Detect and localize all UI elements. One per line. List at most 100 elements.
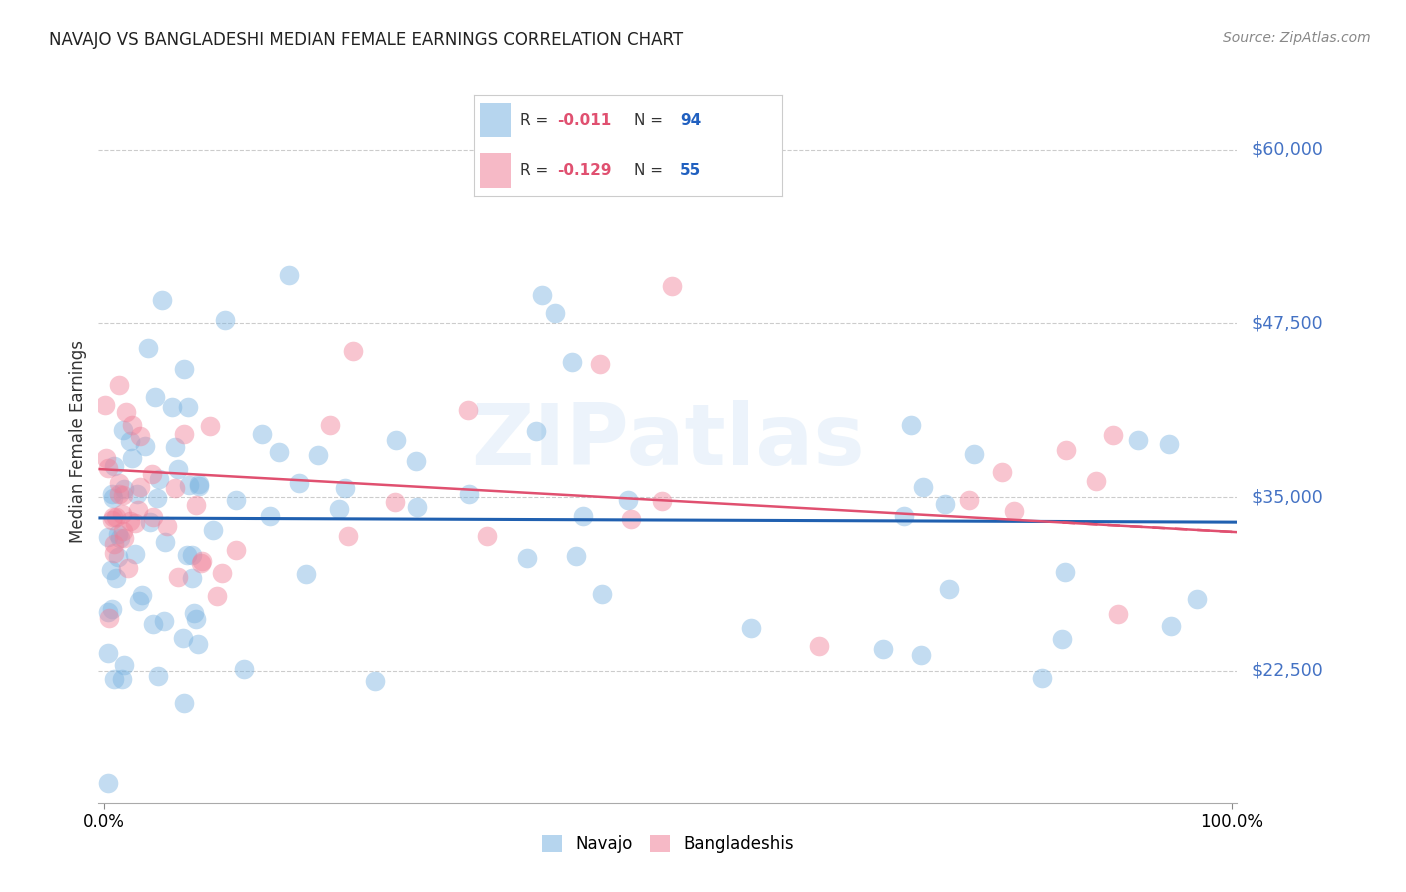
- Point: [111, 673, 134, 687]
- Point: [111, 488, 134, 502]
- Point: [127, 503, 149, 517]
- Text: $22,500: $22,500: [1251, 662, 1323, 680]
- Point: [661, 279, 683, 293]
- Point: [148, 669, 170, 683]
- Point: [117, 561, 139, 575]
- Point: [214, 313, 236, 327]
- Point: [363, 674, 385, 689]
- Point: [179, 478, 201, 492]
- Legend: Navajo, Bangladeshis: Navajo, Bangladeshis: [536, 828, 800, 860]
- Point: [934, 497, 956, 511]
- Point: [173, 362, 195, 376]
- Point: [121, 417, 143, 432]
- Point: [188, 477, 211, 491]
- Point: [107, 475, 129, 490]
- Point: [335, 481, 357, 495]
- Point: [295, 566, 318, 581]
- Point: [1004, 504, 1026, 518]
- Point: [121, 450, 143, 465]
- Point: [617, 492, 640, 507]
- Point: [148, 472, 170, 486]
- Point: [108, 487, 131, 501]
- Point: [97, 610, 120, 624]
- Point: [307, 448, 329, 462]
- Point: [336, 529, 359, 543]
- Point: [173, 696, 195, 710]
- Point: [103, 672, 125, 686]
- Point: [572, 509, 595, 524]
- Point: [225, 493, 247, 508]
- Point: [94, 450, 117, 465]
- Point: [1160, 618, 1182, 632]
- Point: [910, 648, 932, 662]
- Point: [872, 642, 894, 657]
- Point: [104, 571, 127, 585]
- Point: [136, 341, 159, 355]
- Point: [233, 662, 256, 676]
- Point: [166, 462, 188, 476]
- Point: [1085, 474, 1108, 488]
- Point: [142, 617, 165, 632]
- Point: [938, 582, 960, 596]
- Text: ZIPatlas: ZIPatlas: [471, 400, 865, 483]
- Point: [124, 547, 146, 561]
- Point: [620, 512, 643, 526]
- Point: [146, 491, 169, 505]
- Point: [177, 401, 200, 415]
- Point: [1157, 437, 1180, 451]
- Point: [957, 493, 980, 508]
- Point: [153, 534, 176, 549]
- Point: [176, 549, 198, 563]
- Point: [101, 509, 124, 524]
- Point: [565, 549, 588, 564]
- Point: [114, 483, 136, 497]
- Point: [516, 551, 538, 566]
- Point: [184, 612, 207, 626]
- Point: [150, 293, 173, 308]
- Point: [163, 440, 186, 454]
- Point: [278, 268, 301, 282]
- Point: [457, 403, 479, 417]
- Point: [188, 478, 211, 492]
- Point: [100, 563, 122, 577]
- Point: [1050, 632, 1073, 647]
- Point: [97, 776, 120, 790]
- Point: [103, 458, 125, 473]
- Point: [900, 417, 922, 432]
- Point: [145, 390, 167, 404]
- Point: [205, 589, 228, 603]
- Point: [187, 637, 209, 651]
- Point: [190, 557, 212, 571]
- Point: [1102, 428, 1125, 442]
- Point: [1053, 565, 1076, 579]
- Point: [152, 614, 174, 628]
- Point: [128, 594, 150, 608]
- Point: [118, 514, 141, 528]
- Point: [94, 398, 117, 412]
- Point: [202, 523, 225, 537]
- Point: [544, 305, 567, 319]
- Point: [101, 513, 124, 527]
- Point: [893, 508, 915, 523]
- Point: [142, 510, 165, 524]
- Point: [163, 481, 186, 495]
- Point: [134, 439, 156, 453]
- Point: [112, 524, 135, 538]
- Point: [101, 602, 124, 616]
- Point: [112, 658, 135, 673]
- Point: [406, 500, 429, 515]
- Point: [384, 495, 406, 509]
- Point: [200, 419, 222, 434]
- Point: [475, 529, 498, 543]
- Point: [97, 646, 120, 660]
- Point: [405, 454, 427, 468]
- Point: [101, 487, 124, 501]
- Point: [651, 494, 673, 508]
- Point: [328, 501, 350, 516]
- Text: Source: ZipAtlas.com: Source: ZipAtlas.com: [1223, 31, 1371, 45]
- Point: [191, 554, 214, 568]
- Point: [172, 631, 194, 645]
- Point: [911, 480, 934, 494]
- Point: [115, 405, 138, 419]
- Point: [1031, 671, 1053, 685]
